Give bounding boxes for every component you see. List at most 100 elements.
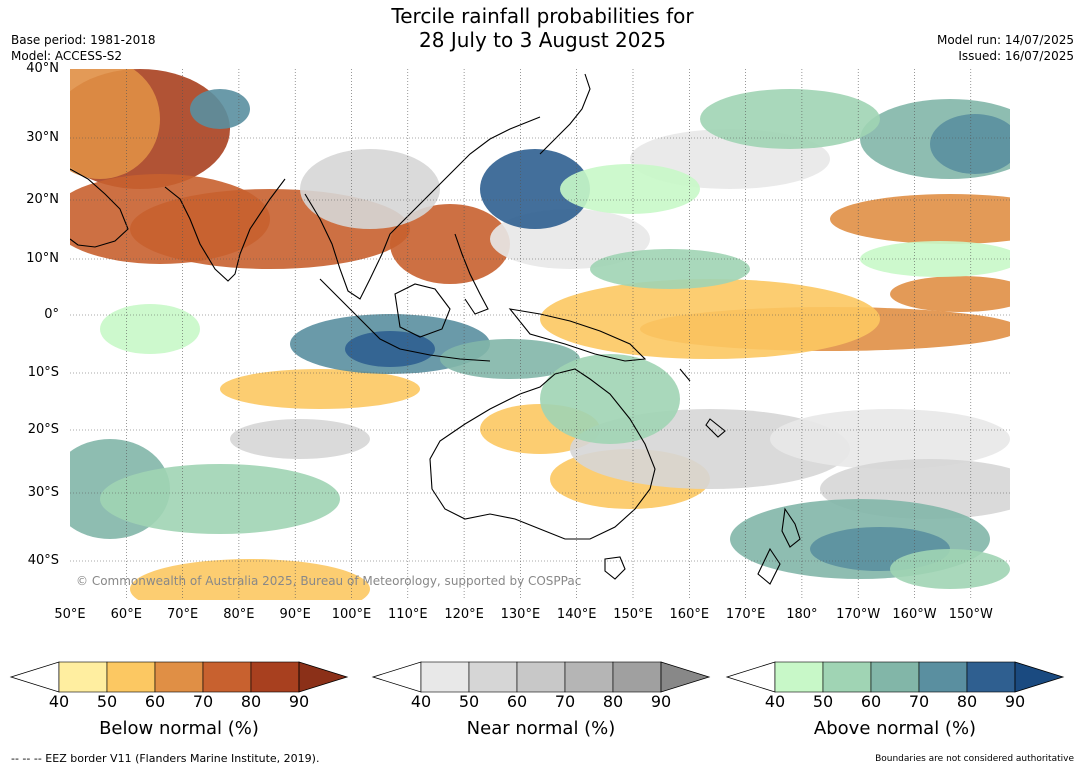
latitude-label: 30°N [26, 130, 59, 145]
colorbar-max-extension [1014, 661, 1065, 693]
colorbar-tick-label: 50 [96, 692, 118, 711]
latitude-label: 0° [44, 307, 59, 322]
colorbar-tick-label: 90 [650, 692, 672, 711]
base-period: Base period: 1981-2018 [11, 33, 156, 47]
longitude-label: 50°E [54, 607, 86, 622]
above-normal-region [930, 114, 1010, 174]
longitude-label: 60°E [110, 607, 142, 622]
above-normal-region [190, 89, 250, 129]
longitude-label: 90°E [279, 607, 311, 622]
colorbar-tick-label: 60 [144, 692, 166, 711]
colorbar-tick-label: 80 [240, 692, 262, 711]
colorbar-min-extension [371, 661, 422, 693]
longitude-label: 170°E [725, 607, 766, 622]
longitude-label: 150°E [613, 607, 653, 622]
colorbar-above-normal [725, 661, 1065, 693]
latitude-label: 30°S [27, 485, 59, 500]
longitude-label: 160°E [669, 607, 710, 622]
longitude-label: 180° [786, 607, 818, 622]
colorbar-segment [468, 661, 518, 693]
colorbar-tick-label: 90 [288, 692, 310, 711]
colorbar-below-normal [9, 661, 349, 693]
colorbar-max-extension [660, 661, 711, 693]
colorbar-tick-label: 60 [506, 692, 528, 711]
colorbar-title: Below normal (%) [99, 718, 259, 739]
colorbar-segment [106, 661, 156, 693]
colorbar-segment [58, 661, 108, 693]
colorbar-tick-label: 50 [812, 692, 834, 711]
colorbar-segment [154, 661, 204, 693]
colorbar-tick-label: 60 [860, 692, 882, 711]
colorbar-tick-label: 40 [764, 692, 786, 711]
longitude-label: 140°E [556, 607, 597, 622]
colorbar-segment [774, 661, 824, 693]
longitude-label: 110°E [388, 607, 428, 622]
colorbar-tick-label: 40 [48, 692, 70, 711]
issued-date: Issued: 16/07/2025 [958, 49, 1074, 63]
colorbar-segment [822, 661, 872, 693]
below-normal-region [70, 69, 160, 179]
longitude-label: 170°W [836, 607, 881, 622]
eez-note: -- -- -- EEZ border V11 (Flanders Marine… [11, 752, 320, 765]
coast-india [164, 178, 286, 282]
below-normal-region [70, 174, 270, 264]
below-normal-region [540, 279, 880, 359]
above-normal-region [700, 89, 880, 149]
below-normal-region [130, 559, 370, 600]
latitude-label: 40°S [27, 553, 59, 568]
map-title: Tercile rainfall probabilities for 28 Ju… [0, 4, 1085, 52]
colorbar-tick-label: 50 [458, 692, 480, 711]
coastlines [70, 73, 801, 585]
colorbar-segment [918, 661, 968, 693]
colorbar-segment [516, 661, 566, 693]
probability-regions [70, 69, 1010, 600]
near-normal-region [300, 149, 440, 229]
colorbar-title: Near normal (%) [466, 718, 616, 739]
coast-new-zealand [757, 507, 801, 585]
above-normal-region [540, 354, 680, 444]
colorbar-min-extension [725, 661, 776, 693]
coast-new-guinea [508, 308, 647, 362]
near-normal-region [770, 409, 1010, 469]
boundary-disclaimer: Boundaries are not considered authoritat… [875, 754, 1074, 764]
colorbar-title: Above normal (%) [813, 718, 977, 739]
latitude-label: 20°N [26, 192, 59, 207]
colorbar-tick-label: 80 [602, 692, 624, 711]
colorbar-segment [870, 661, 920, 693]
meta-left: Base period: 1981-2018 Model: ACCESS-S2 [11, 32, 156, 64]
colorbar-tick-label: 70 [554, 692, 576, 711]
title-line-2: 28 July to 3 August 2025 [419, 28, 666, 52]
below-normal-region [220, 369, 420, 409]
latitude-label: 40°N [26, 61, 59, 76]
colorbar-max-extension [298, 661, 349, 693]
probability-map: © Commonwealth of Australia 2025, Bureau… [70, 69, 1010, 600]
above-normal-region [890, 549, 1010, 589]
coast-philippines [454, 233, 489, 315]
coast-australia [429, 368, 656, 540]
colorbar-tick-label: 70 [908, 692, 930, 711]
below-normal-region [390, 204, 510, 284]
above-normal-region [560, 164, 700, 214]
coast-pacific-islands [679, 368, 726, 438]
coast-indochina [304, 116, 541, 300]
above-normal-region [480, 149, 590, 229]
colorbar-tick-label: 70 [192, 692, 214, 711]
coast-sumatra-java [319, 278, 491, 362]
longitude-label: 160°W [892, 607, 937, 622]
model-name: Model: ACCESS-S2 [11, 49, 123, 63]
latitude-label: 10°S [27, 365, 59, 380]
graticule [70, 69, 1010, 600]
colorbar-segment [612, 661, 662, 693]
colorbar-segment [202, 661, 252, 693]
meta-right: Model run: 14/07/2025 Issued: 16/07/2025 [937, 32, 1074, 64]
colorbar-tick-label: 80 [956, 692, 978, 711]
longitude-label: 120°E [444, 607, 484, 622]
above-normal-region [100, 464, 340, 534]
below-normal-region [830, 194, 1010, 244]
above-normal-region [100, 304, 200, 354]
longitude-label: 70°E [166, 607, 199, 622]
longitude-label: 100°E [331, 607, 372, 622]
colorbar-segment [250, 661, 300, 693]
longitude-label: 150°W [948, 607, 993, 622]
above-normal-region [345, 331, 435, 367]
